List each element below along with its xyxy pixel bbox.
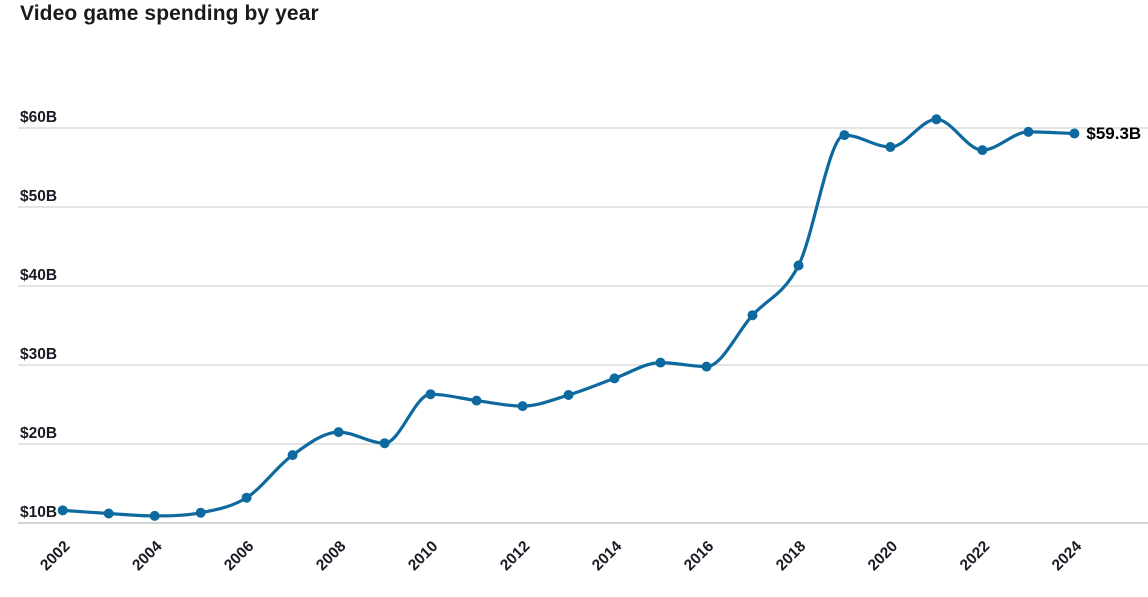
x-axis-tick-label: 2024: [1049, 538, 1086, 575]
x-axis-tick-label: 2002: [37, 538, 73, 574]
data-point-2009: [379, 438, 390, 449]
data-point-2016: [701, 361, 712, 372]
data-point-2014: [609, 373, 620, 384]
x-axis-tick-label: 2010: [405, 538, 441, 574]
x-axis-tick-label: 2016: [681, 538, 718, 575]
data-point-2012: [517, 401, 528, 412]
x-axis-tick-label: 2004: [129, 538, 166, 575]
data-point-2008: [333, 427, 344, 438]
data-point-2019: [839, 130, 850, 141]
x-axis-tick-label: 2012: [497, 538, 533, 574]
data-point-2003: [103, 508, 114, 519]
data-point-2007: [287, 450, 298, 461]
data-point-2004: [149, 510, 160, 521]
x-axis-tick-label: 2006: [221, 538, 258, 575]
x-axis-tick-label: 2018: [773, 538, 810, 575]
data-point-2011: [471, 395, 482, 406]
x-axis-tick-label: 2008: [313, 538, 350, 575]
data-point-2010: [425, 389, 436, 400]
data-point-2023: [1023, 126, 1034, 137]
x-axis-tick-label: 2014: [589, 538, 626, 575]
data-point-2020: [885, 142, 896, 152]
data-point-2005: [195, 507, 206, 518]
y-axis-tick-label: $50B: [20, 188, 57, 205]
y-axis-tick-label: $20B: [20, 425, 57, 442]
data-point-2018: [793, 260, 804, 271]
y-axis-tick-label: $60B: [20, 109, 57, 126]
chart-title: Video game spending by year: [20, 2, 319, 25]
data-point-2024: [1069, 128, 1080, 139]
data-point-2022: [977, 145, 988, 156]
data-point-2017: [747, 310, 758, 321]
data-point-2015: [655, 357, 666, 368]
y-axis-tick-label: $10B: [20, 504, 57, 521]
end-value-label: $59.3B: [1086, 124, 1141, 143]
y-axis-tick-label: $40B: [20, 267, 57, 284]
data-point-2021: [931, 114, 942, 125]
x-axis-tick-label: 2022: [957, 538, 993, 574]
y-axis-tick-label: $30B: [20, 346, 57, 363]
data-point-2002: [57, 505, 68, 516]
spending-trend-line: [61, 117, 1076, 518]
x-axis-tick-label: 2020: [865, 538, 901, 574]
data-point-2006: [241, 492, 252, 503]
data-point-2013: [563, 390, 574, 400]
